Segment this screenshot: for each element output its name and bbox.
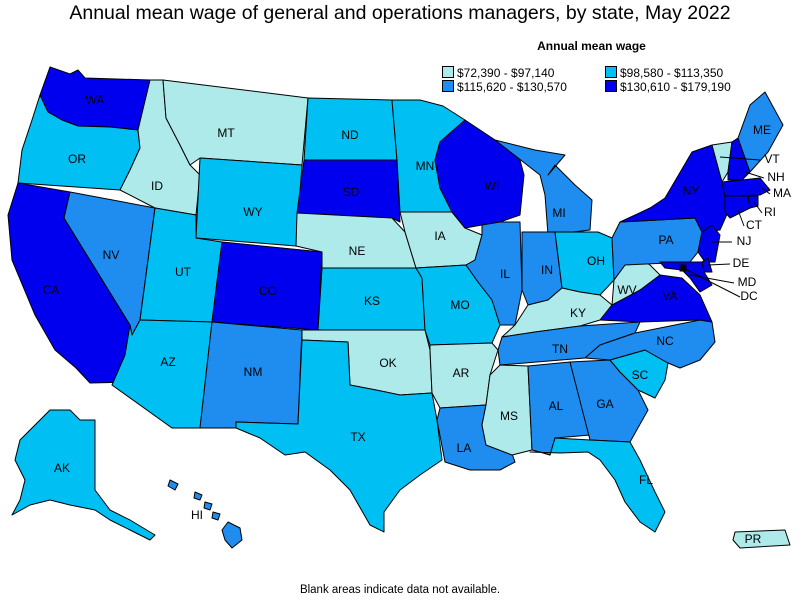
legend-item: $115,620 - $130,570 <box>442 80 567 94</box>
state-label-tn: TN <box>552 342 568 356</box>
state-label-de: DE <box>733 256 750 270</box>
state-label-pr: PR <box>745 532 762 546</box>
state-label-wi: WI <box>485 179 500 193</box>
legend-label: $98,580 - $113,350 <box>620 66 724 80</box>
state-label-ut: UT <box>175 265 192 279</box>
state-label-ri: RI <box>764 205 776 219</box>
leader-line-ma <box>761 187 771 195</box>
state-label-ne: NE <box>349 244 366 258</box>
state-label-tx: TX <box>350 430 365 444</box>
state-wy <box>195 157 303 247</box>
legend-item: $130,610 - $179,190 <box>605 80 731 94</box>
legend-title: Annual mean wage <box>537 39 646 53</box>
state-label-wa: WA <box>86 93 105 107</box>
legend-swatch <box>442 80 454 92</box>
leader-line-ct <box>737 209 745 227</box>
state-label-or: OR <box>68 152 86 166</box>
state-tx <box>235 339 443 533</box>
state-label-al: AL <box>549 399 564 413</box>
leader-line-de <box>707 263 731 266</box>
state-nc <box>584 319 716 369</box>
state-label-ky: KY <box>570 306 586 320</box>
state-label-il: IL <box>500 267 510 281</box>
state-label-va: VA <box>662 289 677 303</box>
state-fl <box>529 437 666 533</box>
legend-swatch <box>605 66 617 78</box>
state-hi <box>167 479 243 549</box>
state-label-in: IN <box>541 263 553 277</box>
state-label-ny: NY <box>683 184 700 198</box>
state-label-ok: OK <box>379 356 396 370</box>
state-label-mo: MO <box>450 298 469 312</box>
state-label-nh: NH <box>767 170 784 184</box>
state-label-me: ME <box>753 123 771 137</box>
state-label-ga: GA <box>596 397 613 411</box>
dc-marker <box>680 265 686 271</box>
state-label-dc: DC <box>740 289 758 303</box>
state-mt <box>162 79 309 166</box>
state-label-ks: KS <box>364 294 380 308</box>
state-label-sd: SD <box>343 185 360 199</box>
state-label-nd: ND <box>341 128 359 142</box>
state-label-ct: CT <box>746 218 763 232</box>
leader-line-md <box>689 274 735 284</box>
state-il <box>465 221 523 326</box>
state-label-ma: MA <box>773 186 791 200</box>
state-label-md: MD <box>738 275 757 289</box>
state-label-co: CO <box>259 284 277 298</box>
state-label-oh: OH <box>587 254 605 268</box>
state-ny <box>619 144 729 233</box>
state-label-nm: NM <box>244 365 263 379</box>
state-label-sc: SC <box>632 368 649 382</box>
state-ak <box>11 409 156 541</box>
state-label-fl: FL <box>639 473 653 487</box>
state-label-ak: AK <box>54 461 70 475</box>
legend-item: $98,580 - $113,350 <box>605 66 723 80</box>
state-label-nv: NV <box>103 248 120 262</box>
legend-label: $115,620 - $130,570 <box>457 80 567 94</box>
legend-swatch <box>605 80 617 92</box>
legend-item: $72,390 - $97,140 <box>442 66 554 80</box>
state-label-mt: MT <box>217 126 235 140</box>
leader-line-vt <box>719 156 761 161</box>
state-ms <box>481 364 533 456</box>
state-ma <box>721 177 771 197</box>
state-shapes <box>7 66 791 549</box>
state-label-az: AZ <box>160 355 175 369</box>
leader-line-nh <box>744 171 765 179</box>
state-label-mn: MN <box>416 159 435 173</box>
legend-label: $130,610 - $179,190 <box>620 80 731 94</box>
legend-label: $72,390 - $97,140 <box>457 66 555 80</box>
state-label-hi: HI <box>191 508 203 522</box>
legend-swatch <box>442 66 454 78</box>
state-label-vt: VT <box>764 152 780 166</box>
state-mi <box>494 139 593 236</box>
footnote: Blank areas indicate data not available. <box>299 584 501 596</box>
state-label-nj: NJ <box>737 234 752 248</box>
map-title: Annual mean wage of general and operatio… <box>69 2 731 24</box>
state-oh <box>554 231 615 296</box>
state-label-id: ID <box>151 179 163 193</box>
state-md <box>659 261 713 293</box>
state-label-mi: MI <box>552 206 565 220</box>
state-label-ms: MS <box>500 409 518 423</box>
state-label-wv: WV <box>617 283 636 297</box>
state-pr <box>732 529 791 549</box>
state-label-ca: CA <box>43 283 60 297</box>
label-leader-lines <box>680 156 771 298</box>
state-label-ia: IA <box>434 229 445 243</box>
state-label-wy: WY <box>243 205 262 219</box>
leader-line-ri <box>753 201 763 214</box>
state-sd <box>296 159 401 223</box>
state-label-nc: NC <box>656 334 674 348</box>
state-nj <box>697 224 721 263</box>
state-label-pa: PA <box>658 233 673 247</box>
state-me <box>737 91 784 173</box>
state-ct <box>724 195 751 219</box>
state-label-la: LA <box>457 441 472 455</box>
leader-line-dc <box>682 267 741 298</box>
state-labels: WA OR CA NV ID MT WY UT AZ CO NM ND SD NE KS OK TX MN IA MO… <box>43 93 791 546</box>
state-label-ar: AR <box>453 366 470 380</box>
